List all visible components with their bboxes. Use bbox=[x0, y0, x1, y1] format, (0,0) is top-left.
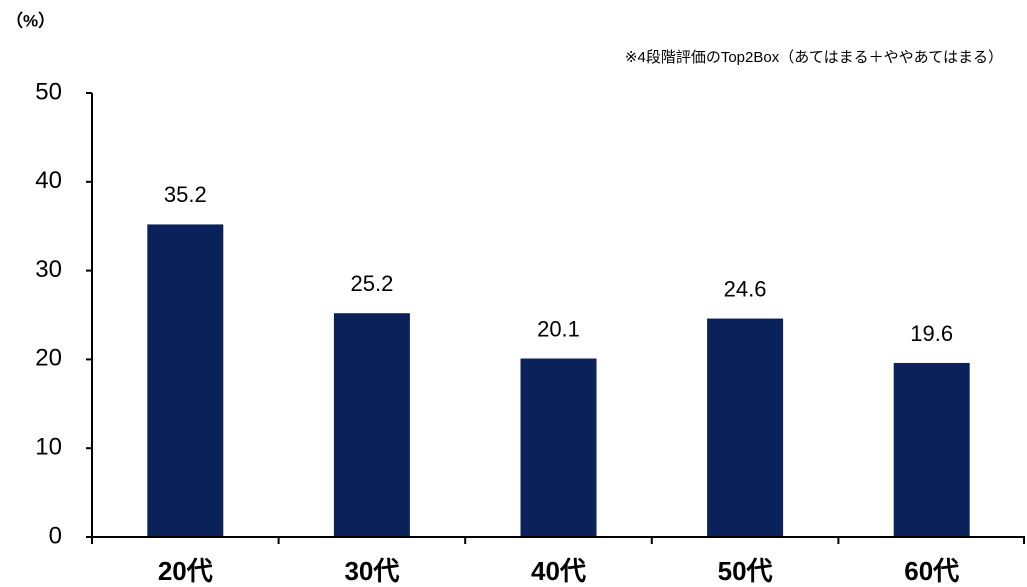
value-label: 35.2 bbox=[164, 182, 207, 207]
bar bbox=[147, 224, 224, 537]
x-tick-label: 50代 bbox=[718, 556, 773, 586]
value-label: 24.6 bbox=[724, 276, 767, 301]
unit-label: （%） bbox=[6, 10, 55, 30]
bar bbox=[893, 362, 970, 537]
value-label: 25.2 bbox=[350, 271, 393, 296]
value-label: 19.6 bbox=[910, 321, 953, 346]
x-tick-label: 30代 bbox=[344, 556, 399, 586]
x-tick-label: 40代 bbox=[531, 556, 586, 586]
bar bbox=[520, 358, 597, 537]
x-tick-label: 20代 bbox=[158, 556, 213, 586]
bar bbox=[707, 318, 784, 537]
value-label: 20.1 bbox=[537, 316, 580, 341]
note: ※4段階評価のTop2Box（あてはまる＋ややあてはまる） bbox=[625, 49, 1003, 66]
y-tick-label: 20 bbox=[35, 345, 62, 372]
y-tick-label: 50 bbox=[35, 78, 62, 105]
y-tick-label: 30 bbox=[35, 256, 62, 283]
bar bbox=[333, 313, 410, 537]
y-tick-label: 0 bbox=[49, 522, 62, 549]
y-tick-label: 10 bbox=[35, 434, 62, 461]
y-tick-label: 40 bbox=[35, 167, 62, 194]
x-tick-label: 60代 bbox=[904, 556, 959, 586]
